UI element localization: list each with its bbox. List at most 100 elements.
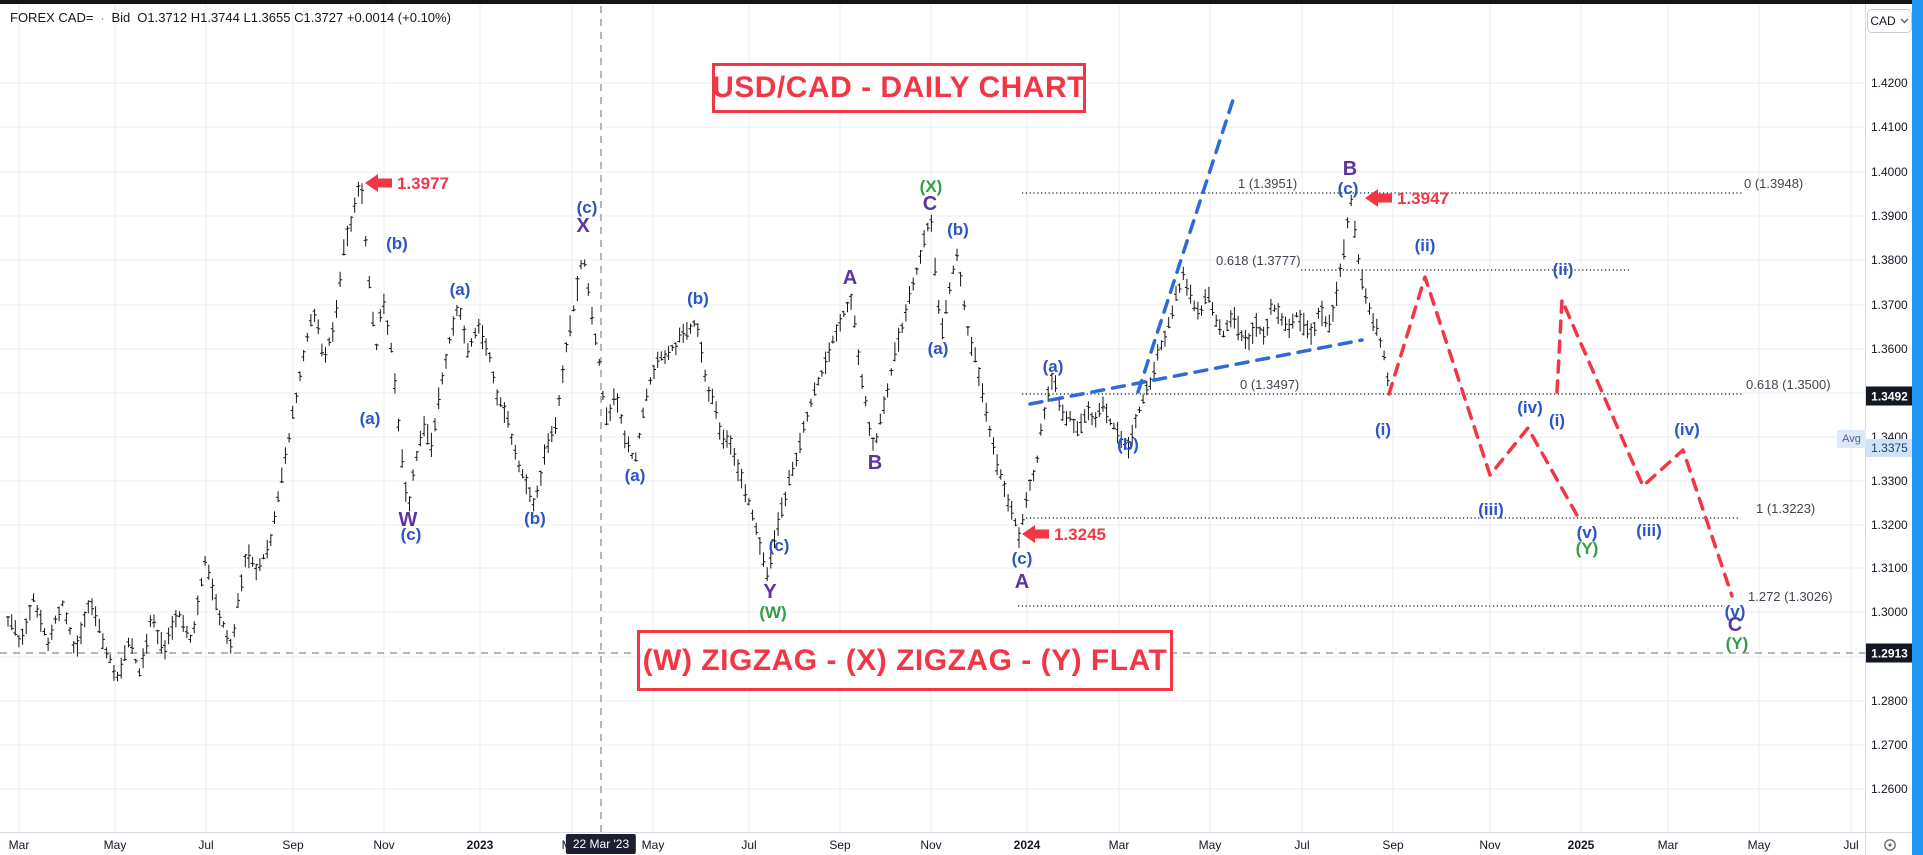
support-level-badge: 1.2913 (1866, 643, 1913, 663)
crosshair-date-badge: 22 Mar '23 (565, 834, 637, 854)
ohlc-quote: O1.3712 H1.3744 L1.3655 C1.3727 +0.0014 … (137, 10, 451, 25)
wave-label: (b) (1117, 435, 1139, 454)
wave-label: A (843, 267, 857, 289)
wave-label: (iii) (1478, 500, 1504, 519)
price-tick: 1.2600 (1871, 782, 1908, 796)
wave-label: (v) (1577, 523, 1598, 542)
wave-label: (iii) (1636, 521, 1662, 540)
time-tick: May (641, 837, 665, 852)
wave-label: (iv) (1517, 398, 1543, 417)
axis-corner (1865, 832, 1913, 855)
chevron-down-icon (1900, 18, 1909, 24)
time-tick: Nov (1479, 837, 1501, 852)
price-tick: 1.4000 (1871, 165, 1908, 179)
price-tick: 1.4100 (1871, 120, 1908, 134)
wave-label: (ii) (1415, 236, 1436, 255)
time-tick: Mar (1657, 837, 1679, 852)
axis-settings-gear-icon[interactable] (1882, 837, 1898, 853)
time-tick: 2024 (1013, 837, 1041, 852)
time-tick: Jul (741, 837, 757, 852)
trendline (1028, 338, 1364, 406)
wave-label: (v) (1725, 602, 1746, 621)
time-tick: 2025 (1567, 837, 1595, 852)
fib-level-label: 0 (1.3497) (1240, 377, 1299, 392)
wave-label: (c) (401, 525, 422, 544)
price-tick: 1.3600 (1871, 342, 1908, 356)
wave-label: (a) (450, 280, 471, 299)
wave-label: A (1015, 571, 1029, 593)
price-tick: 1.3800 (1871, 253, 1908, 267)
time-tick: 2023 (466, 837, 494, 852)
time-axis[interactable]: 22 Mar '23 Mar May Jul Sep Nov 2023 Mar May Jul S… (0, 832, 1912, 855)
time-tick: May (103, 837, 127, 852)
wave-label: (i) (1375, 420, 1391, 439)
current-price-badge: 1.3492 (1866, 386, 1913, 406)
wave-label: (a) (1043, 357, 1064, 376)
price-tick: 1.2800 (1871, 694, 1908, 708)
wave-label: (ii) (1553, 260, 1574, 279)
separator-dot: · (100, 10, 105, 25)
fib-level-label: 0.618 (1.3777) (1216, 253, 1301, 268)
symbol-name: FOREX CAD= (10, 10, 94, 25)
avg-price-badge: 1.3375 Avg (1837, 430, 1913, 457)
wave-label: (b) (386, 234, 408, 253)
fib-level-label: 1 (1.3223) (1756, 501, 1815, 516)
right-edge-scroll-strip[interactable] (1912, 0, 1923, 855)
wave-label: (b) (687, 289, 709, 308)
projection-path (1555, 298, 1734, 598)
wave-pattern-text: (W) ZIGZAG - (X) ZIGZAG - (Y) FLAT (642, 643, 1168, 677)
price-tick: 1.3000 (1871, 605, 1908, 619)
wave-label: (c) (577, 198, 598, 217)
time-tick: May (1747, 837, 1771, 852)
wave-label: (b) (524, 509, 546, 528)
price-arrow-icon (1022, 525, 1049, 543)
wave-label: (a) (928, 339, 949, 358)
time-tick: Jul (1294, 837, 1310, 852)
price-arrow-label: 1.3947 (1397, 189, 1449, 208)
wave-label: B (1343, 158, 1357, 180)
price-tick: 1.3700 (1871, 298, 1908, 312)
symbol-header: FOREX CAD= · Bid O1.3712 H1.3744 L1.3655… (10, 10, 451, 25)
price-tick: 1.3300 (1871, 474, 1908, 488)
currency-dropdown-button[interactable]: CAD (1867, 9, 1912, 33)
chart-title-text: USD/CAD - DAILY CHART (712, 71, 1086, 104)
time-tick: Sep (1382, 837, 1404, 852)
time-tick: Nov (920, 837, 942, 852)
wave-pattern-callout: (W) ZIGZAG - (X) ZIGZAG - (Y) FLAT (637, 630, 1173, 691)
time-tick: Sep (829, 837, 851, 852)
wave-label: (X) (920, 177, 943, 196)
price-tick: 1.4200 (1871, 76, 1908, 90)
time-tick: Jul (1843, 837, 1859, 852)
fib-level-label: 1 (1.3951) (1238, 176, 1297, 191)
chart-title-callout: USD/CAD - DAILY CHART (712, 63, 1086, 113)
time-tick: Mar (1108, 837, 1130, 852)
top-border-strip (0, 0, 1912, 4)
currency-label: CAD (1870, 14, 1896, 28)
fib-level-label: 0 (1.3948) (1744, 176, 1803, 191)
wave-label: (c) (1338, 179, 1359, 198)
wave-label: (i) (1549, 411, 1565, 430)
trendline (1136, 98, 1235, 394)
price-arrow-label: 1.3245 (1054, 525, 1106, 544)
wave-label: (c) (1012, 549, 1033, 568)
time-tick: Jul (198, 837, 214, 852)
price-type-label: Bid (111, 10, 131, 25)
price-chart-canvas[interactable]: 1 (1.3951) 0 (1.3948) 0.618 (1.3777) 0 (1.3… (0, 0, 1865, 832)
fib-level-label: 0.618 (1.3500) (1746, 377, 1831, 392)
price-tick: 1.2700 (1871, 738, 1908, 752)
wave-label: (Y) (1726, 634, 1749, 653)
time-tick: Sep (282, 837, 304, 852)
wave-label: (iv) (1674, 420, 1700, 439)
fib-level-label: 1.272 (1.3026) (1748, 589, 1833, 604)
price-axis[interactable]: 1.3492 1.3375 Avg 1.2913 1.4200 1.4100 1.4… (1837, 0, 1913, 832)
wave-label: (c) (769, 536, 790, 555)
avg-tag: Avg (1837, 430, 1866, 448)
wave-label: (b) (947, 220, 969, 239)
wave-label: (a) (625, 466, 646, 485)
wave-label: C (1728, 614, 1742, 636)
wave-label: C (923, 193, 937, 215)
wave-label: Y (763, 581, 777, 603)
wave-label: X (576, 215, 590, 237)
price-tick: 1.3200 (1871, 518, 1908, 532)
price-arrow-icon (365, 174, 392, 192)
